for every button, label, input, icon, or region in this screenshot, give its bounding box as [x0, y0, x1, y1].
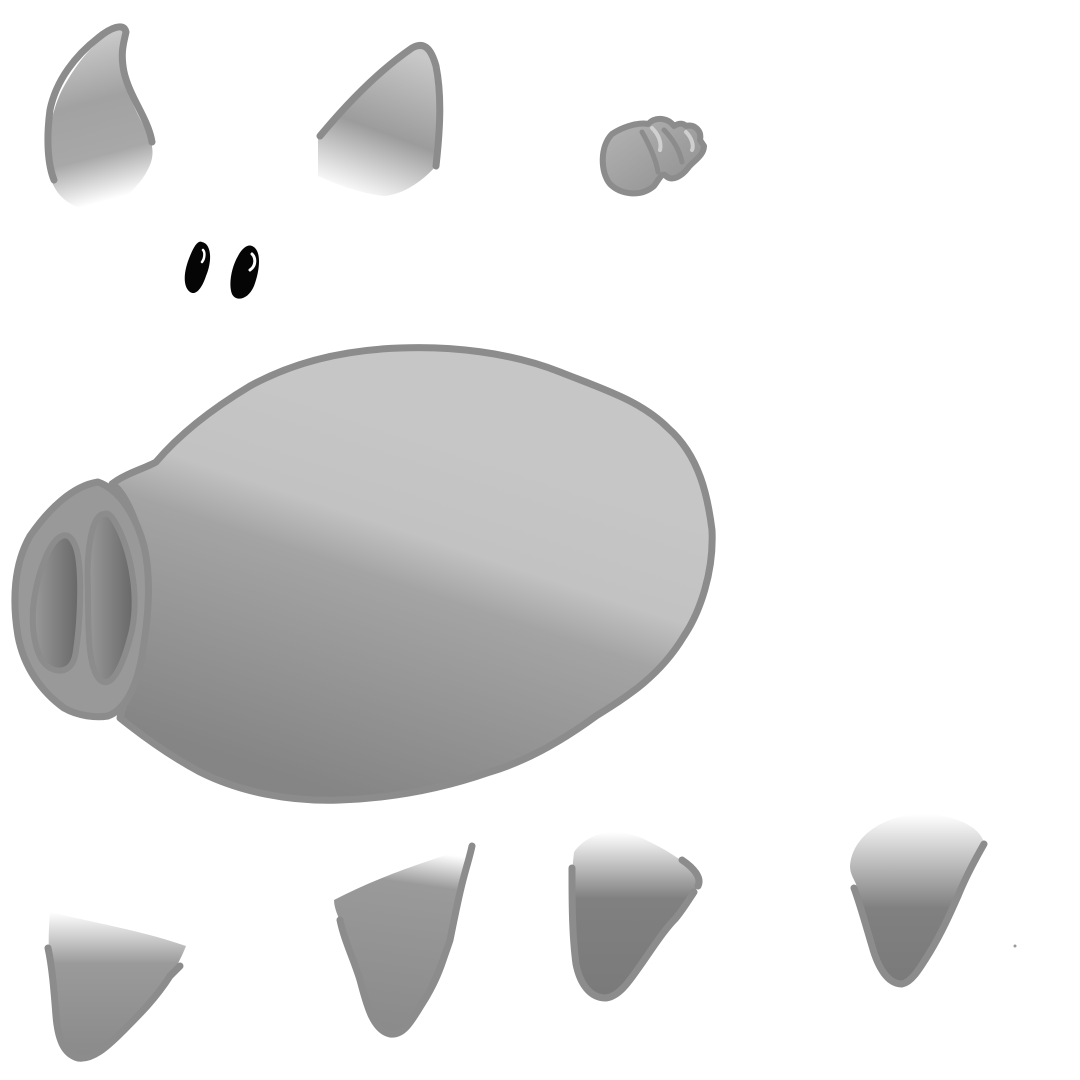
eye-right-part[interactable] [230, 245, 259, 299]
eye-left-part[interactable] [184, 241, 211, 294]
leg-back-right-part[interactable] [850, 814, 988, 988]
snout-part[interactable] [11, 478, 152, 721]
ear-left-part[interactable] [44, 23, 156, 212]
leg-front-right-part[interactable] [334, 842, 476, 1038]
ear-right-part[interactable] [316, 41, 444, 197]
leg-back-left-part[interactable] [568, 829, 703, 1002]
stray-speck [1013, 944, 1017, 948]
body-part[interactable] [108, 344, 716, 804]
leg-front-left-part[interactable] [44, 912, 186, 1062]
tail-part[interactable] [599, 116, 707, 197]
